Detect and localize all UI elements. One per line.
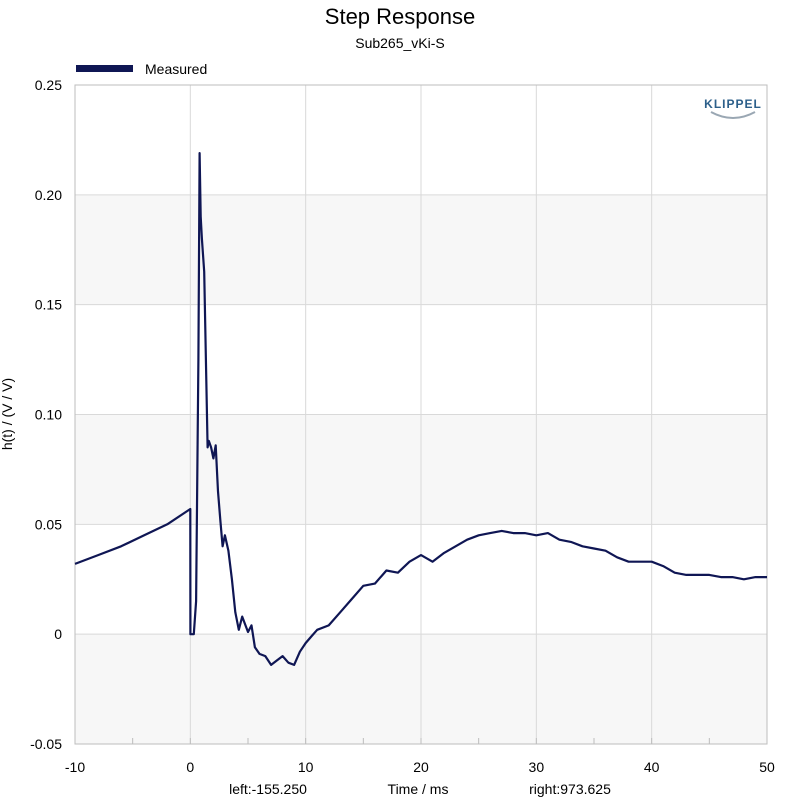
legend: Measured	[76, 61, 207, 77]
legend-label-measured: Measured	[145, 61, 207, 77]
y-tick-label: 0.20	[35, 187, 62, 203]
y-tick-label: 0.15	[35, 297, 62, 313]
x-axis-ticks: -10 0 10 20 30 40 50	[65, 759, 775, 775]
x-tick-label: 20	[413, 759, 429, 775]
x-tick-label: 0	[186, 759, 194, 775]
x-tick-label: 10	[298, 759, 314, 775]
y-axis-ticks: -0.05 0 0.05 0.10 0.15 0.20 0.25	[30, 77, 62, 752]
x-tick-label: 30	[529, 759, 545, 775]
y-axis-label: h(t) / (V / V)	[0, 378, 15, 450]
plot-frame	[74, 84, 768, 745]
x-axis-label: Time / ms	[388, 781, 449, 797]
footer-left-value: left:-155.250	[229, 781, 307, 797]
y-tick-label: 0.25	[35, 77, 62, 93]
x-tick-label: 50	[759, 759, 775, 775]
legend-swatch-measured	[76, 65, 133, 72]
footer-right-value: right:973.625	[529, 781, 611, 797]
y-tick-label: 0.05	[35, 516, 62, 532]
y-tick-label: 0	[54, 626, 62, 642]
series-measured-line	[74, 152, 767, 666]
chart-title: Step Response	[325, 4, 475, 29]
y-tick-label: 0.10	[35, 407, 62, 423]
logo-text: KLIPPEL	[704, 97, 762, 111]
klippel-logo: KLIPPEL	[704, 97, 762, 119]
chart-subtitle: Sub265_vKi-S	[355, 35, 445, 51]
y-tick-label: -0.05	[30, 736, 62, 752]
x-tick-label: 40	[644, 759, 660, 775]
x-tick-label: -10	[65, 759, 85, 775]
logo-swoosh-icon	[710, 111, 756, 119]
